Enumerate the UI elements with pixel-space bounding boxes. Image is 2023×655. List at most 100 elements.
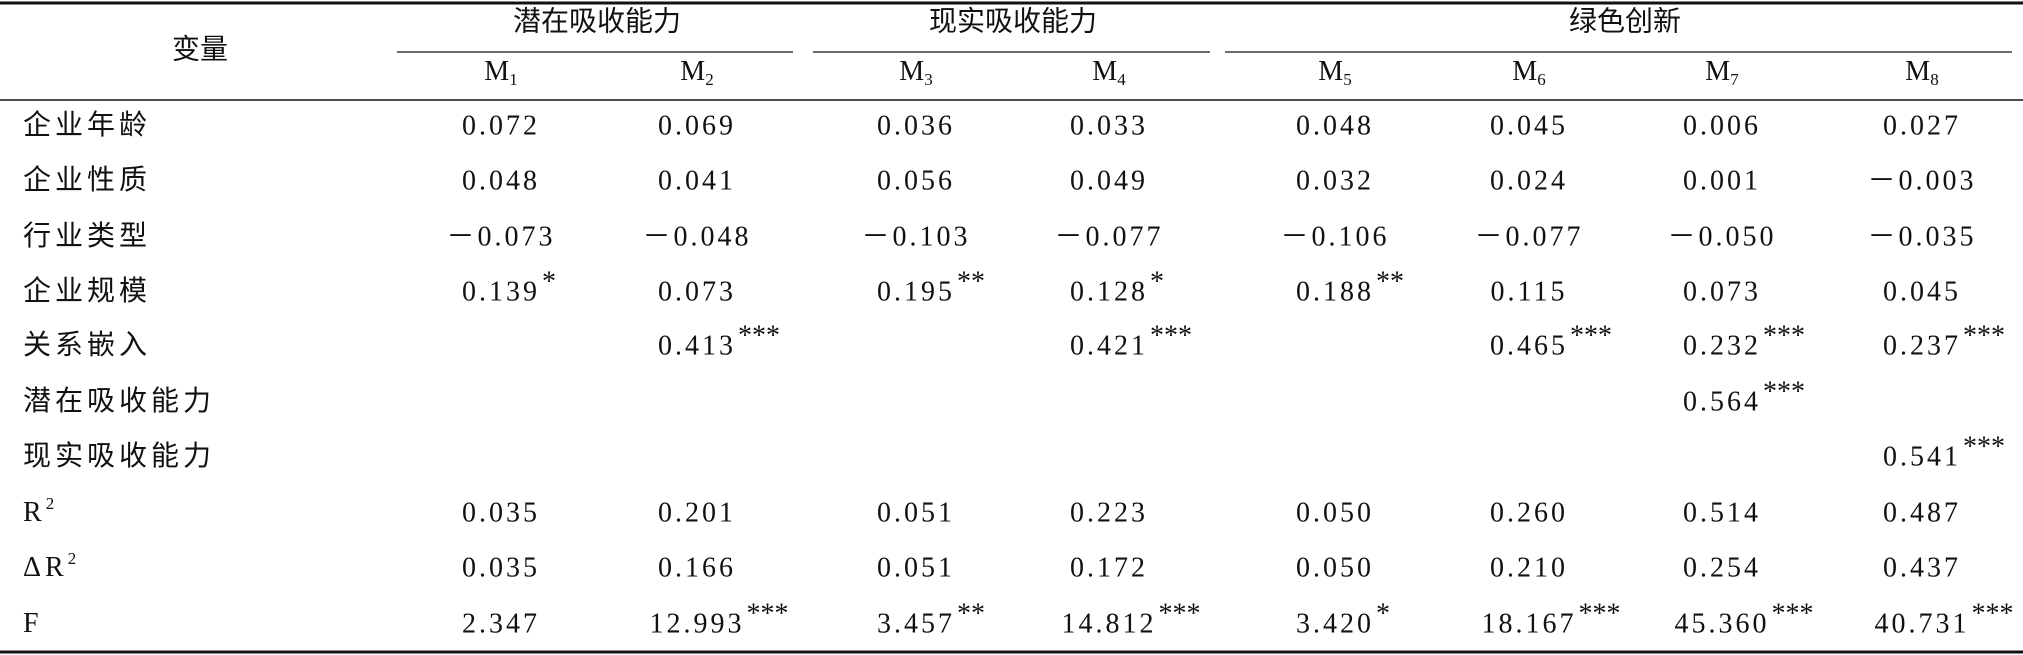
cell-value: 0.072 xyxy=(462,110,540,141)
cell-value: －0.048 xyxy=(642,221,751,252)
cell-stars: *** xyxy=(747,598,789,629)
row-label: 企业年龄 xyxy=(23,109,151,141)
cell-value: 0.487 xyxy=(1883,497,1961,528)
cell-value: 0.201 xyxy=(658,497,736,528)
cell-value: 0.437 xyxy=(1883,552,1961,583)
cell-value: 0.035 xyxy=(462,497,540,528)
cell-stars: *** xyxy=(1972,598,2014,629)
cell-value: 45.360 xyxy=(1675,608,1770,639)
model-header: M7 xyxy=(1705,56,1739,88)
model-sub: 4 xyxy=(1117,70,1126,89)
cell-value: －0.050 xyxy=(1667,221,1776,252)
cell-stars: * xyxy=(1150,266,1164,297)
cell-value: 0.051 xyxy=(877,497,955,528)
row-label-text: ΔR xyxy=(23,552,68,583)
model-header: M5 xyxy=(1318,56,1351,88)
cell-stars: *** xyxy=(1150,320,1192,351)
cell-value: 0.045 xyxy=(1883,276,1961,307)
cell-stars: * xyxy=(1376,598,1390,629)
model-base: M xyxy=(1092,56,1117,87)
cell-stars: *** xyxy=(1159,598,1201,629)
cell-value: 0.056 xyxy=(877,165,955,196)
cell-value: 18.167 xyxy=(1482,608,1577,639)
cell-value: 0.115 xyxy=(1491,276,1568,307)
cell-value: 0.024 xyxy=(1490,165,1568,196)
cell-value: 0.027 xyxy=(1883,110,1961,141)
group-header: 绿色创新 xyxy=(1569,5,1681,37)
cell-value: 0.073 xyxy=(1683,276,1761,307)
group-header: 现实吸收能力 xyxy=(929,5,1097,37)
cell-value: 0.045 xyxy=(1490,110,1568,141)
cell-value: 0.033 xyxy=(1070,110,1148,141)
cell-value: 0.413 xyxy=(658,330,736,361)
model-sub: 2 xyxy=(705,70,714,89)
group-header: 潜在吸收能力 xyxy=(513,5,681,37)
row-label-text: 关系嵌入 xyxy=(23,329,151,361)
cell-stars: * xyxy=(542,266,556,297)
row-label: F xyxy=(23,608,43,639)
model-base: M xyxy=(1905,56,1930,87)
row-label-text: R xyxy=(23,497,46,528)
model-base: M xyxy=(899,56,924,87)
model-base: M xyxy=(1318,56,1343,87)
cell-value: 0.032 xyxy=(1296,165,1374,196)
cell-value: 0.048 xyxy=(1296,110,1374,141)
cell-value: 0.073 xyxy=(658,276,736,307)
cell-value: 0.210 xyxy=(1490,552,1568,583)
row-label-text: 企业年龄 xyxy=(23,109,151,141)
cell-value: －0.103 xyxy=(861,221,970,252)
cell-value: 0.050 xyxy=(1296,552,1374,583)
cell-value: －0.003 xyxy=(1867,165,1976,196)
cell-value: 0.001 xyxy=(1683,165,1761,196)
cell-stars: *** xyxy=(1772,598,1814,629)
model-base: M xyxy=(680,56,705,87)
cell-value: 0.541 xyxy=(1883,441,1961,472)
model-base: M xyxy=(1512,56,1537,87)
model-header: M3 xyxy=(899,56,932,88)
row-label-sup: 2 xyxy=(68,549,81,568)
model-sub: 7 xyxy=(1730,70,1739,89)
model-header: M8 xyxy=(1905,56,1938,88)
model-header: M2 xyxy=(680,56,713,88)
row-label-text: 现实吸收能力 xyxy=(23,440,215,472)
cell-stars: *** xyxy=(1963,320,2005,351)
row-label-text: F xyxy=(23,608,43,639)
cell-value: 0.232 xyxy=(1683,330,1761,361)
cell-stars: *** xyxy=(1763,320,1805,351)
model-header: M6 xyxy=(1512,56,1545,88)
cell-value: 0.035 xyxy=(462,552,540,583)
cell-value: 0.048 xyxy=(462,165,540,196)
cell-value: 0.049 xyxy=(1070,165,1148,196)
cell-value: 0.188 xyxy=(1296,276,1374,307)
cell-value: 0.166 xyxy=(658,552,736,583)
cell-stars: *** xyxy=(1963,431,2005,462)
row-label-text: 潜在吸收能力 xyxy=(23,385,215,417)
cell-stars: *** xyxy=(1570,320,1612,351)
row-label: 企业规模 xyxy=(23,275,151,307)
cell-value: 0.237 xyxy=(1883,330,1961,361)
row-label: 潜在吸收能力 xyxy=(23,385,215,417)
row-label-sup: 2 xyxy=(46,494,59,513)
variable-header: 变量 xyxy=(172,33,228,65)
model-sub: 3 xyxy=(924,70,933,89)
row-label: 企业性质 xyxy=(23,164,151,196)
cell-value: 0.051 xyxy=(877,552,955,583)
cell-value: 0.195 xyxy=(877,276,955,307)
cell-value: 0.139 xyxy=(462,276,540,307)
cell-value: 40.731 xyxy=(1875,608,1970,639)
cell-stars: *** xyxy=(738,320,780,351)
cell-value: 0.006 xyxy=(1683,110,1761,141)
model-sub: 8 xyxy=(1930,70,1939,89)
cell-value: －0.073 xyxy=(446,221,555,252)
cell-stars: ** xyxy=(1376,266,1404,297)
cell-value: 2.347 xyxy=(462,608,540,639)
cell-value: 0.254 xyxy=(1683,552,1761,583)
row-label: 现实吸收能力 xyxy=(23,440,215,472)
row-label: 关系嵌入 xyxy=(23,329,151,361)
cell-value: 0.069 xyxy=(658,110,736,141)
cell-value: 0.465 xyxy=(1490,330,1568,361)
model-sub: 6 xyxy=(1537,70,1546,89)
row-label-text: 行业类型 xyxy=(23,220,151,252)
